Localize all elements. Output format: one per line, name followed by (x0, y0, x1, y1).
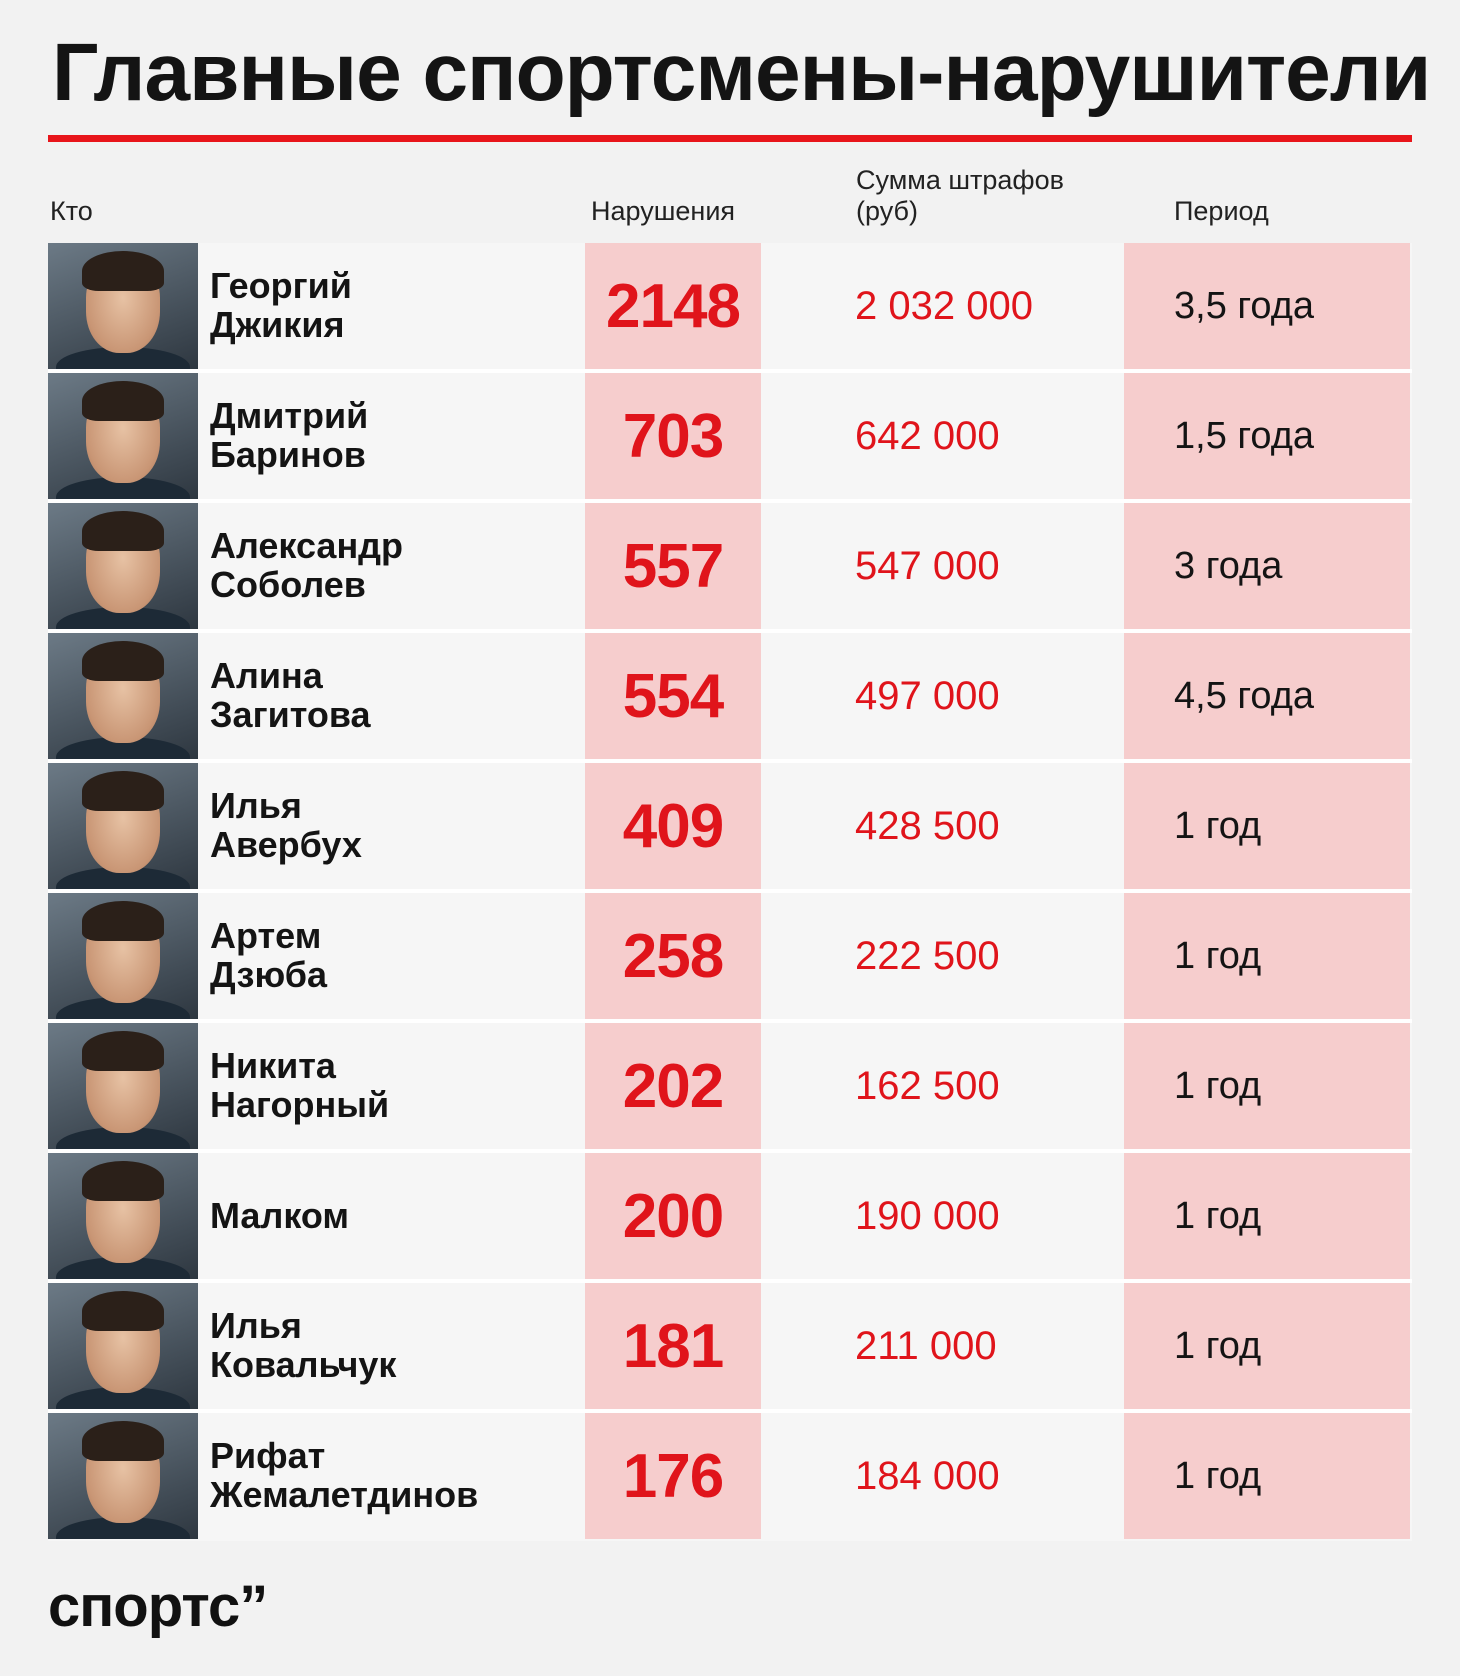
fines-sum: 222 500 (855, 933, 1000, 978)
table-row: Дмитрий Баринов 703 642 000 1,5 года (48, 373, 1412, 503)
fines-sum: 497 000 (855, 673, 1000, 718)
fines-sum: 2 032 000 (855, 283, 1033, 328)
athlete-name: Дмитрий Баринов (210, 373, 580, 499)
period-value: 3 года (1124, 503, 1410, 629)
violations-count: 176 (585, 1413, 761, 1539)
athlete-photo (48, 1283, 198, 1409)
header-who: Кто (50, 195, 93, 226)
header-sum: Сумма штрафов (руб) (856, 164, 1064, 226)
athlete-last-name: Соболев (210, 564, 366, 605)
athlete-last-name: Нагорный (210, 1084, 390, 1125)
athlete-last-name: Ковальчук (210, 1344, 397, 1385)
athlete-photo (48, 893, 198, 1019)
header-violations: Нарушения (591, 195, 736, 226)
athlete-first-name: Александр (210, 525, 404, 567)
athlete-name: Георгий Джикия (210, 243, 580, 369)
table-row: Александр Соболев 557 547 000 3 года (48, 503, 1412, 633)
fines-sum: 190 000 (855, 1193, 1000, 1238)
fines-sum: 642 000 (855, 413, 1000, 458)
athlete-name: Артем Дзюба (210, 893, 580, 1019)
period-value: 1 год (1124, 1153, 1410, 1279)
period-value: 1,5 года (1124, 373, 1410, 499)
athlete-first-name: Илья (210, 785, 302, 827)
period-value: 1 год (1124, 763, 1410, 889)
table-header: Кто Нарушения Сумма штрафов (руб) Период (48, 165, 1412, 237)
athlete-first-name: Малком (210, 1194, 350, 1236)
fines-sum: 428 500 (855, 803, 1000, 848)
athlete-first-name: Алина (210, 655, 323, 697)
table-row: Илья Авербух 409 428 500 1 год (48, 763, 1412, 893)
athlete-photo (48, 373, 198, 499)
athlete-last-name: Джикия (210, 304, 345, 345)
violations-count: 202 (585, 1023, 761, 1149)
sports-logo: спортс” (48, 1574, 268, 1639)
athlete-last-name: Баринов (210, 434, 366, 475)
title-divider (48, 135, 1412, 142)
fines-sum: 211 000 (855, 1323, 997, 1368)
period-value: 1 год (1124, 893, 1410, 1019)
table-row: Илья Ковальчук 181 211 000 1 год (48, 1283, 1412, 1413)
violations-count: 181 (585, 1283, 761, 1409)
period-value: 1 год (1124, 1413, 1410, 1539)
athlete-photo (48, 503, 198, 629)
header-period: Период (1174, 195, 1269, 226)
athlete-photo (48, 1023, 198, 1149)
violations-count: 409 (585, 763, 761, 889)
period-value: 4,5 года (1124, 633, 1410, 759)
table-row: Артем Дзюба 258 222 500 1 год (48, 893, 1412, 1023)
athlete-last-name: Загитова (210, 694, 371, 735)
athlete-photo (48, 633, 198, 759)
logo-wordmark: спортс” (48, 1574, 268, 1639)
athlete-name: Никита Нагорный (210, 1023, 580, 1149)
table-row: Алина Загитова 554 497 000 4,5 года (48, 633, 1412, 763)
athlete-first-name: Рифат (210, 1435, 326, 1477)
period-value: 1 год (1124, 1023, 1410, 1149)
athlete-name: Малком (210, 1153, 580, 1279)
violators-table: Георгий Джикия 2148 2 032 000 3,5 года Д… (48, 243, 1412, 1541)
athlete-photo (48, 1153, 198, 1279)
violations-count: 554 (585, 633, 761, 759)
table-row: Малком 200 190 000 1 год (48, 1153, 1412, 1283)
violations-count: 2148 (585, 243, 761, 369)
athlete-first-name: Георгий (210, 265, 352, 307)
table-row: Георгий Джикия 2148 2 032 000 3,5 года (48, 243, 1412, 373)
athlete-name: Илья Авербух (210, 763, 580, 889)
athlete-first-name: Дмитрий (210, 395, 369, 437)
athlete-name: Рифат Жемалетдинов (210, 1413, 580, 1539)
athlete-photo (48, 243, 198, 369)
violations-count: 200 (585, 1153, 761, 1279)
fines-sum: 547 000 (855, 543, 1000, 588)
period-value: 1 год (1124, 1283, 1410, 1409)
violations-count: 703 (585, 373, 761, 499)
athlete-photo (48, 763, 198, 889)
page-title: Главные спортсмены-нарушители (52, 27, 1431, 118)
fines-sum: 184 000 (855, 1453, 1000, 1498)
athlete-photo (48, 1413, 198, 1539)
violations-count: 557 (585, 503, 761, 629)
period-value: 3,5 года (1124, 243, 1410, 369)
fines-sum: 162 500 (855, 1063, 1000, 1108)
table-row: Никита Нагорный 202 162 500 1 год (48, 1023, 1412, 1153)
athlete-last-name: Жемалетдинов (210, 1474, 479, 1515)
table-row: Рифат Жемалетдинов 176 184 000 1 год (48, 1413, 1412, 1541)
athlete-first-name: Илья (210, 1305, 302, 1347)
athlete-name: Алина Загитова (210, 633, 580, 759)
athlete-name: Илья Ковальчук (210, 1283, 580, 1409)
violations-count: 258 (585, 893, 761, 1019)
athlete-last-name: Дзюба (210, 954, 327, 995)
athlete-first-name: Артем (210, 915, 322, 957)
athlete-name: Александр Соболев (210, 503, 580, 629)
athlete-last-name: Авербух (210, 824, 362, 865)
athlete-first-name: Никита (210, 1045, 336, 1087)
